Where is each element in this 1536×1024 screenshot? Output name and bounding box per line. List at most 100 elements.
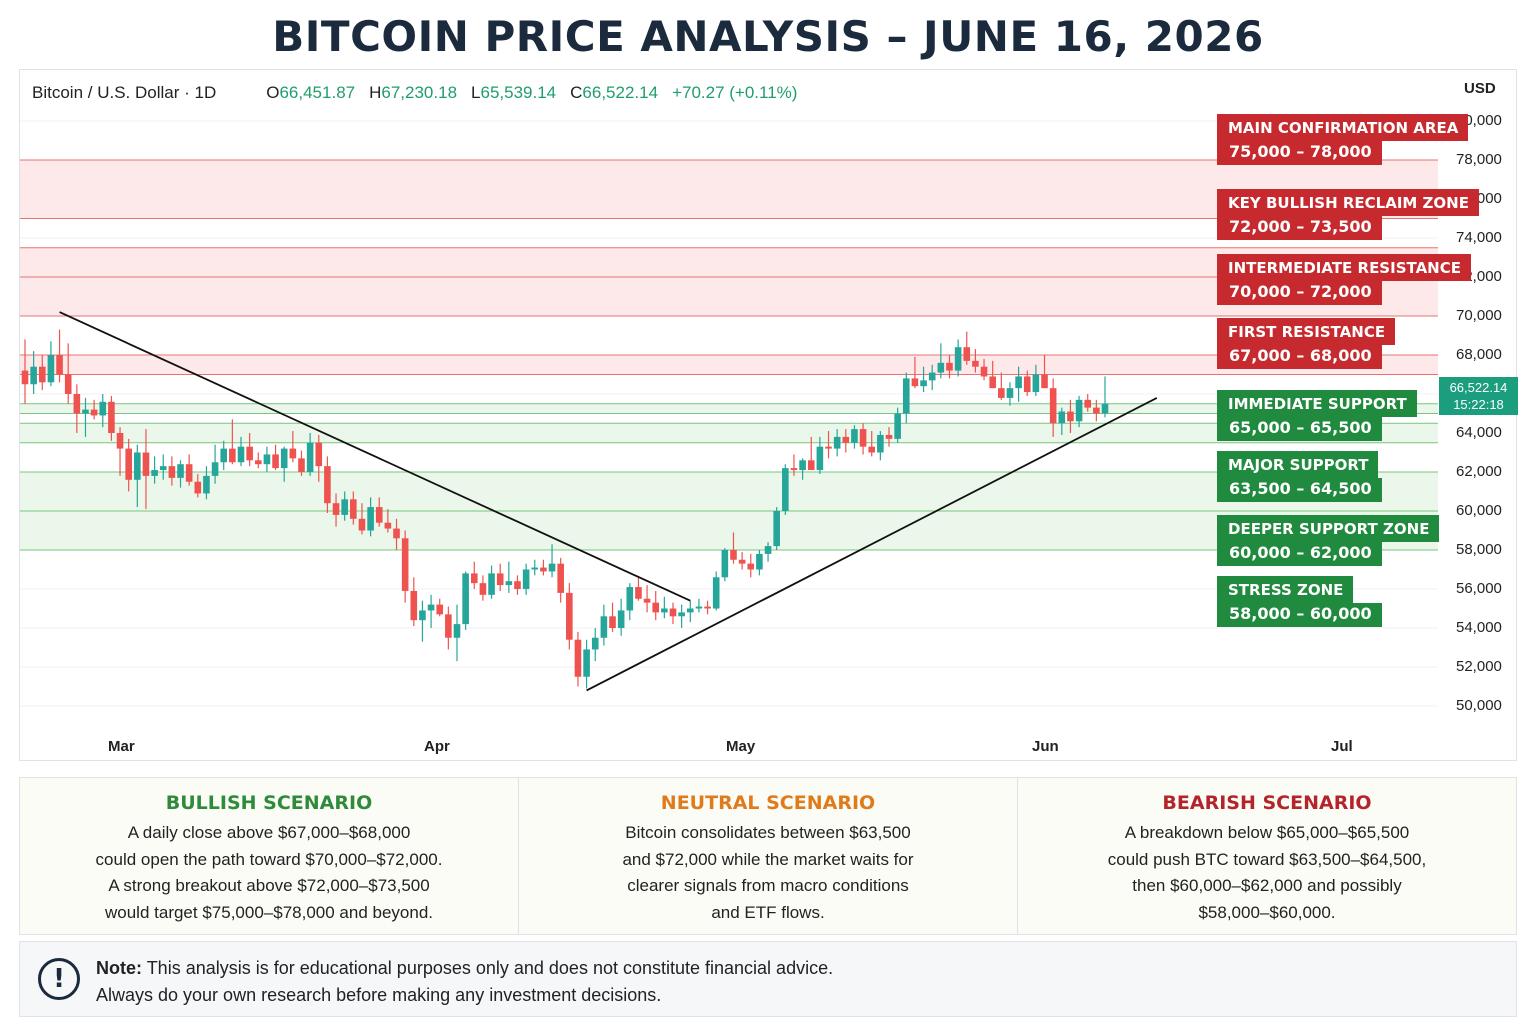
zone-label: IMMEDIATE SUPPORT 65,000 – 65,500	[1217, 390, 1417, 441]
candle	[721, 548, 729, 582]
candle	[306, 433, 314, 476]
candle	[220, 440, 228, 471]
candle	[479, 575, 487, 601]
zone-name: MAJOR SUPPORT	[1217, 451, 1379, 478]
neutral-scenario: NEUTRAL SCENARIO Bitcoin consolidates be…	[519, 778, 1018, 934]
candle	[747, 553, 755, 578]
candle	[134, 444, 141, 508]
candle	[972, 349, 979, 373]
candle-body	[384, 522, 392, 529]
zone-band	[20, 160, 1438, 219]
candle	[1006, 382, 1014, 406]
candle	[946, 355, 953, 379]
candle-body	[194, 481, 202, 494]
candle-body	[159, 466, 167, 471]
candle	[280, 446, 288, 482]
candle-body	[851, 429, 858, 443]
candle	[531, 559, 539, 576]
note-text: Note: This analysis is for educational p…	[96, 955, 833, 1009]
y-tick-label: 50,000	[1456, 697, 1502, 714]
candle-body	[1093, 407, 1100, 414]
candle-body	[488, 573, 495, 595]
y-tick-label: 52,000	[1456, 658, 1502, 675]
scenario-title: BULLISH SCENARIO	[165, 792, 373, 814]
candle-body	[635, 587, 642, 599]
candle	[686, 600, 694, 623]
candle	[756, 550, 763, 576]
candle-body	[531, 567, 539, 570]
candle-body	[911, 378, 919, 387]
candle-body	[764, 546, 772, 554]
candle-body	[1032, 374, 1040, 393]
candle-body	[583, 649, 590, 677]
candle-body	[600, 616, 608, 638]
candle	[877, 431, 884, 461]
note-line-1: This analysis is for educational purpose…	[146, 958, 834, 978]
candle	[462, 571, 469, 630]
candle-body	[315, 442, 323, 467]
candle	[401, 530, 409, 603]
zone-name: IMMEDIATE SUPPORT	[1217, 390, 1417, 417]
bullish-scenario: BULLISH SCENARIO A daily close above $67…	[20, 778, 519, 934]
disclaimer-note: ! Note: This analysis is for educational…	[19, 941, 1517, 1017]
candle	[911, 356, 919, 389]
candle	[159, 454, 167, 480]
zone-band	[20, 472, 1438, 511]
candle	[609, 602, 616, 632]
candle-body	[324, 466, 331, 504]
candle	[583, 639, 590, 689]
candle-body	[747, 563, 755, 570]
y-tick-label: 74,000	[1456, 229, 1502, 246]
candle	[151, 456, 158, 484]
candle-body	[151, 470, 158, 476]
zone-range: 70,000 – 72,000	[1217, 281, 1382, 305]
candle	[1015, 366, 1022, 402]
candle	[574, 631, 582, 687]
zone-range: 60,000 – 62,000	[1217, 542, 1382, 566]
candle	[928, 364, 936, 391]
last-price-tag: 66,522.14 15:22:18	[1439, 377, 1518, 415]
candle-body	[82, 409, 89, 414]
candle	[704, 600, 711, 615]
candle	[652, 590, 660, 621]
candle	[125, 438, 132, 492]
y-tick-label: 54,000	[1456, 619, 1502, 636]
zone-label: KEY BULLISH RECLAIM ZONE 72,000 – 73,500	[1217, 189, 1479, 240]
candle-body	[669, 608, 677, 617]
candle	[738, 551, 746, 570]
candle	[263, 446, 271, 472]
candle	[38, 355, 46, 391]
candle-body	[125, 448, 132, 480]
candle-body	[254, 460, 262, 465]
candle-body	[712, 577, 720, 609]
note-label: Note:	[96, 958, 142, 978]
candle-body	[21, 370, 29, 385]
candle	[859, 423, 867, 455]
scenario-line: A daily close above $67,000–$68,000	[127, 823, 411, 842]
candle-body	[661, 608, 668, 613]
candle-body	[410, 590, 418, 621]
y-tick-label: 62,000	[1456, 463, 1502, 480]
candle-body	[807, 460, 815, 471]
candle	[90, 399, 98, 420]
candle-body	[730, 550, 737, 560]
candle	[522, 563, 530, 595]
candle	[246, 433, 253, 467]
high-label: H	[369, 83, 382, 102]
candle-body	[56, 355, 63, 375]
candle	[782, 464, 789, 515]
candle-body	[773, 511, 780, 547]
zone-label: MAIN CONFIRMATION AREA 75,000 – 78,000	[1217, 114, 1469, 165]
x-tick-label: Apr	[424, 738, 450, 755]
candle-body	[134, 452, 141, 480]
candle-body	[427, 604, 435, 611]
candle-body	[99, 401, 107, 416]
candle-body	[695, 606, 703, 609]
close-label: C	[570, 83, 583, 102]
candle-body	[937, 362, 945, 373]
x-tick-label: Mar	[108, 738, 135, 755]
candle	[30, 351, 37, 394]
zone-range: 63,500 – 64,500	[1217, 478, 1382, 502]
zone-band	[20, 355, 1438, 375]
